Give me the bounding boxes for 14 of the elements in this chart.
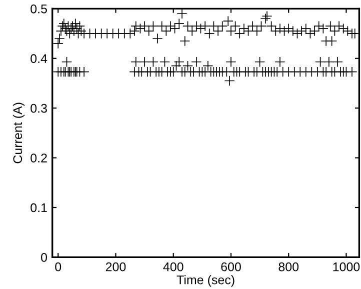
x-tick-label: 600 — [221, 262, 241, 272]
y-tick-label: 0 — [41, 253, 47, 262]
x-axis-title: Time (sec) — [176, 275, 234, 287]
y-tick-label: 0.3 — [30, 104, 47, 113]
y-axis-title: Current (A) — [12, 102, 25, 164]
y-tick-label: 0.5 — [30, 4, 47, 14]
x-tick-label: 400 — [163, 262, 184, 272]
y-tick-label: 0.4 — [30, 54, 48, 64]
x-tick-label: 800 — [278, 262, 299, 272]
x-tick-label: 0 — [55, 262, 62, 272]
y-tick-label: 0.1 — [30, 203, 47, 212]
y-tick-label: 0.2 — [30, 154, 47, 162]
x-tick-label: 1000 — [333, 262, 360, 272]
x-tick-label: 200 — [106, 262, 126, 272]
